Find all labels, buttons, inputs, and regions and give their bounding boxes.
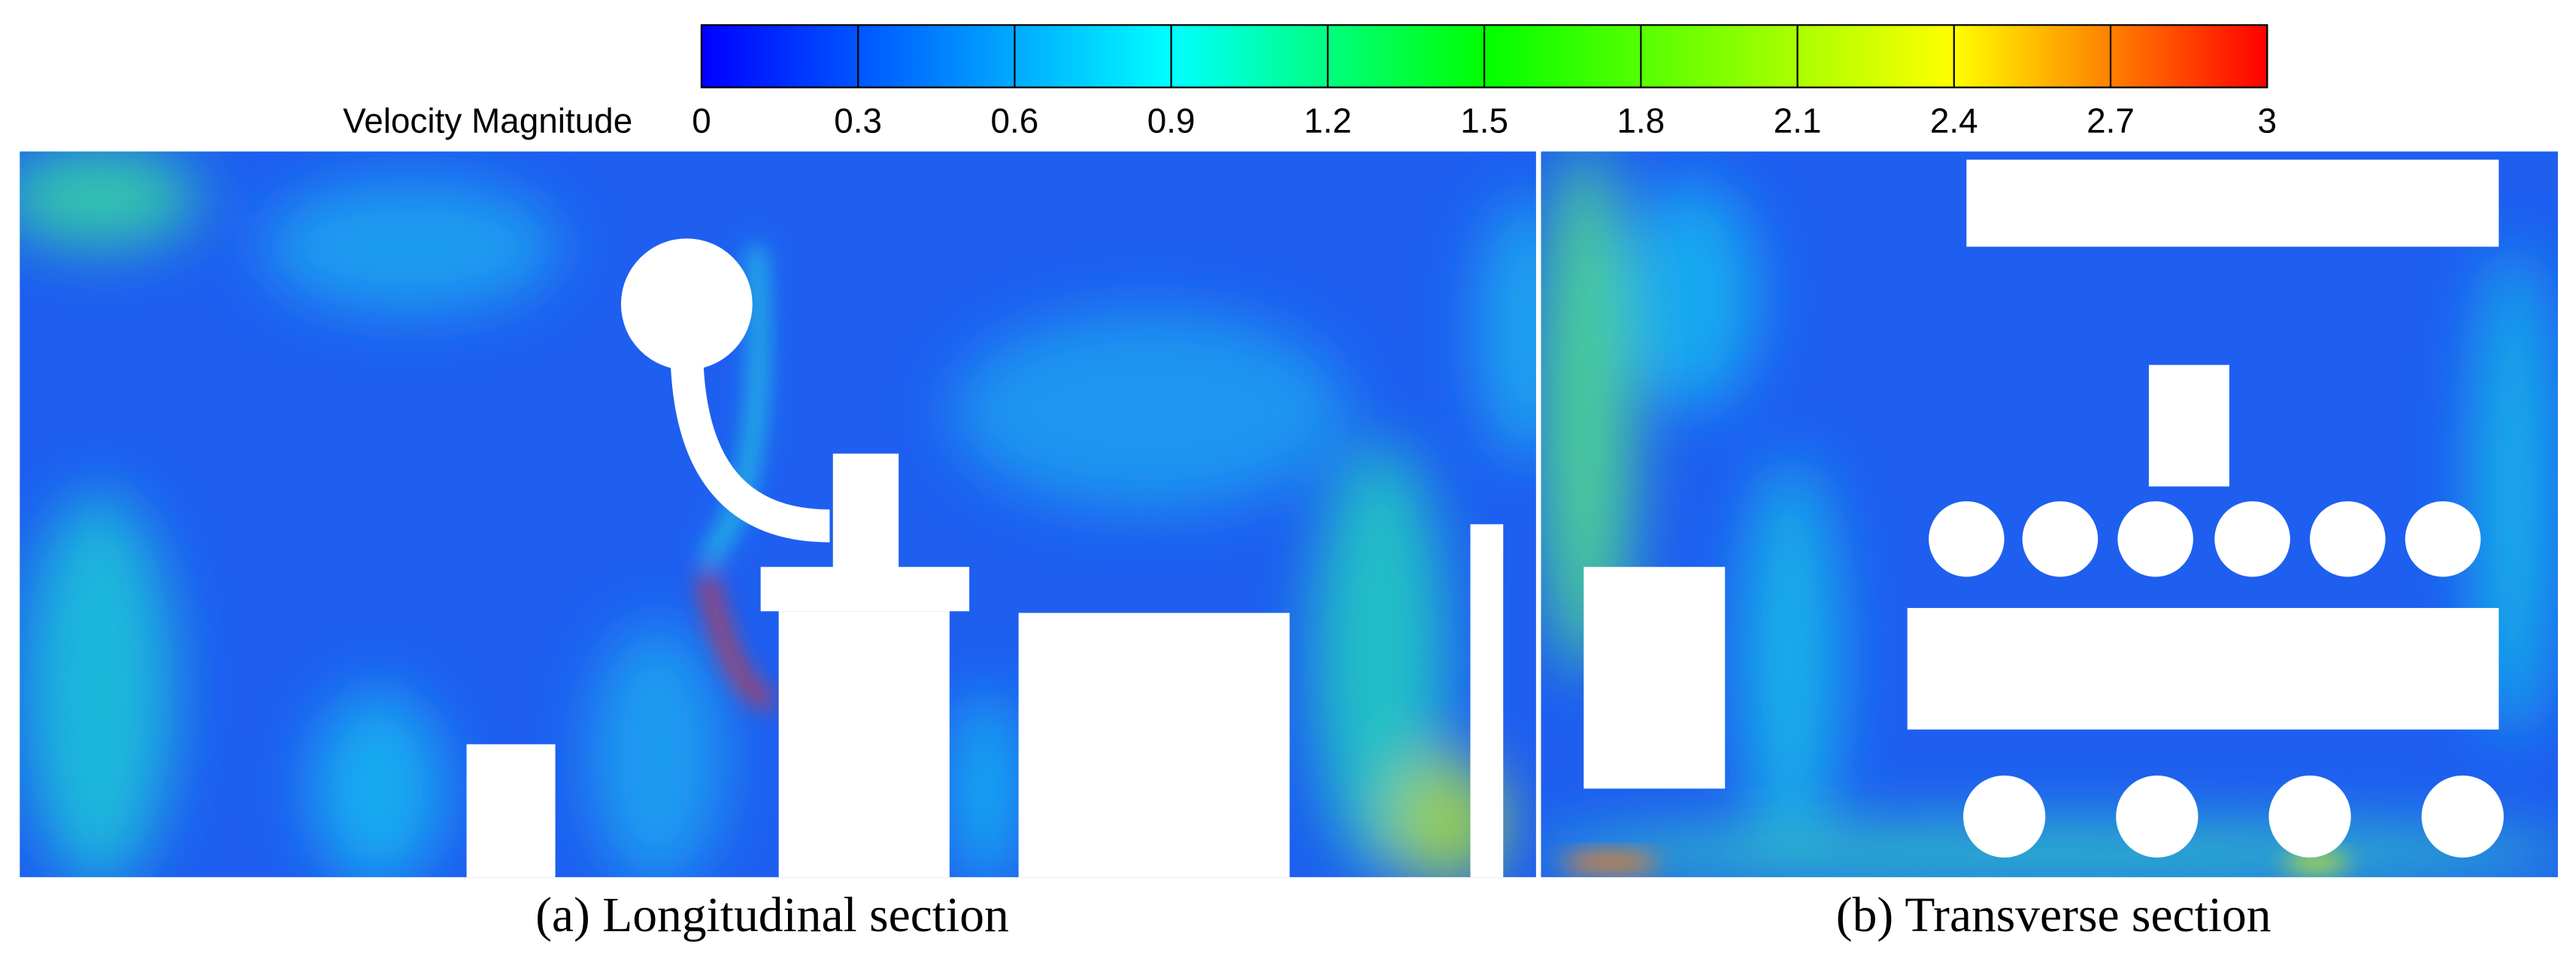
transverse-field — [1541, 151, 2558, 878]
colorbar-tick-label: 2.1 — [1774, 101, 1822, 141]
colorbar-ticks: 0 0.3 0.6 0.9 1.2 1.5 1.8 2.1 2.4 2.7 3 — [692, 25, 2277, 141]
colorbar-label: Velocity Magnitude — [343, 101, 632, 141]
colorbar-tick-label: 1.2 — [1304, 101, 1352, 141]
longitudinal-field — [20, 151, 1536, 878]
colorbar-tick-label: 2.7 — [2087, 101, 2135, 141]
colorbar-tick-label: 0.3 — [834, 101, 882, 141]
panel-caption: (a) Longitudinal section — [535, 888, 1009, 942]
colorbar-tick-label: 1.5 — [1460, 101, 1508, 141]
colorbar-tick-label: 0 — [692, 101, 711, 141]
panel-caption: (b) Transverse section — [1836, 888, 2271, 942]
colorbar-tick-label: 0.9 — [1147, 101, 1196, 141]
colorbar-tick-label: 2.4 — [1930, 101, 1978, 141]
colorbar-tick-label: 3 — [2257, 101, 2277, 141]
colorbar-tick-label: 1.8 — [1617, 101, 1665, 141]
colorbar-tick-label: 0.6 — [991, 101, 1039, 141]
